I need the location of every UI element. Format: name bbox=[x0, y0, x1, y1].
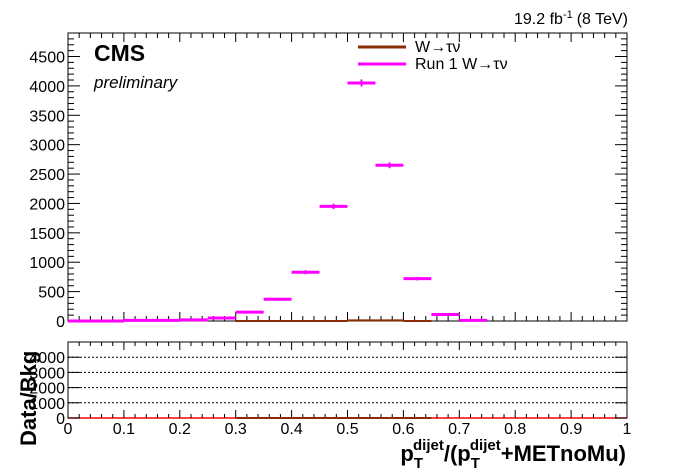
ratio-x-tick-label: 0.5 bbox=[336, 421, 358, 438]
ratio-x-tick-label: 0.7 bbox=[448, 421, 470, 438]
ratio-x-tick-label: 0.2 bbox=[169, 421, 191, 438]
ratio-grid bbox=[68, 356, 627, 419]
lumi-label: 19.2 fb-1 (8 TeV) bbox=[514, 9, 628, 28]
main-series-group bbox=[68, 79, 488, 323]
ratio-x-tick-label: 0 bbox=[64, 421, 73, 438]
x-axis-label: pTdijet/(pTdijet+METnoMu) bbox=[400, 437, 626, 472]
experiment-label: CMS bbox=[94, 40, 145, 66]
main-y-tick-label: 4000 bbox=[29, 79, 65, 96]
main-y-tick-label: 4500 bbox=[29, 50, 65, 67]
ratio-x-tick-label: 0.1 bbox=[113, 421, 135, 438]
status-label: preliminary bbox=[93, 73, 179, 92]
ratio-y-tick-label: 1000 bbox=[29, 396, 65, 413]
main-y-tick-label: 2000 bbox=[29, 196, 65, 213]
ratio-x-tick-label: 0.9 bbox=[560, 421, 582, 438]
legend-label-run1-w-tau-nu: Run 1 W→τν bbox=[415, 56, 508, 73]
ratio-y-tick-label: 2000 bbox=[29, 381, 65, 398]
main-y-tick-label: 1500 bbox=[29, 226, 65, 243]
legend-label-w-tau-nu: W→τν bbox=[415, 39, 460, 56]
ratio-x-tick-label: 0.4 bbox=[280, 421, 302, 438]
main-y-axis: 0 500 1000 1500 2000 2500 3000 3500 4000 4500 bbox=[29, 32, 627, 331]
main-y-tick-label: 500 bbox=[38, 285, 65, 302]
main-y-tick-label: 1000 bbox=[29, 255, 65, 272]
ratio-x-tick-label: 1 bbox=[623, 421, 632, 438]
ratio-plot-frame bbox=[67, 341, 628, 419]
ratio-x-tick-label: 0.8 bbox=[504, 421, 526, 438]
main-y-tick-label: 2500 bbox=[29, 167, 65, 184]
main-y-tick-label: 3000 bbox=[29, 138, 65, 155]
ratio-y-tick-label: 4000 bbox=[29, 350, 65, 367]
legend: W→τν Run 1 W→τν bbox=[358, 39, 508, 73]
ratio-y-tick-label: 0 bbox=[56, 411, 65, 428]
ratio-x-tick-label: 0.3 bbox=[225, 421, 247, 438]
ratio-x-axis: 0 0.1 0.2 0.3 0.4 0.5 0.6 0.7 0.8 0.9 1 bbox=[64, 342, 632, 438]
main-y-tick-label: 3500 bbox=[29, 108, 65, 125]
ratio-y-tick-label: 3000 bbox=[29, 365, 65, 382]
main-y-tick-label: 0 bbox=[56, 314, 65, 331]
ratio-y-axis-label: Data/Bkg bbox=[16, 351, 41, 446]
ratio-x-tick-label: 0.6 bbox=[392, 421, 414, 438]
